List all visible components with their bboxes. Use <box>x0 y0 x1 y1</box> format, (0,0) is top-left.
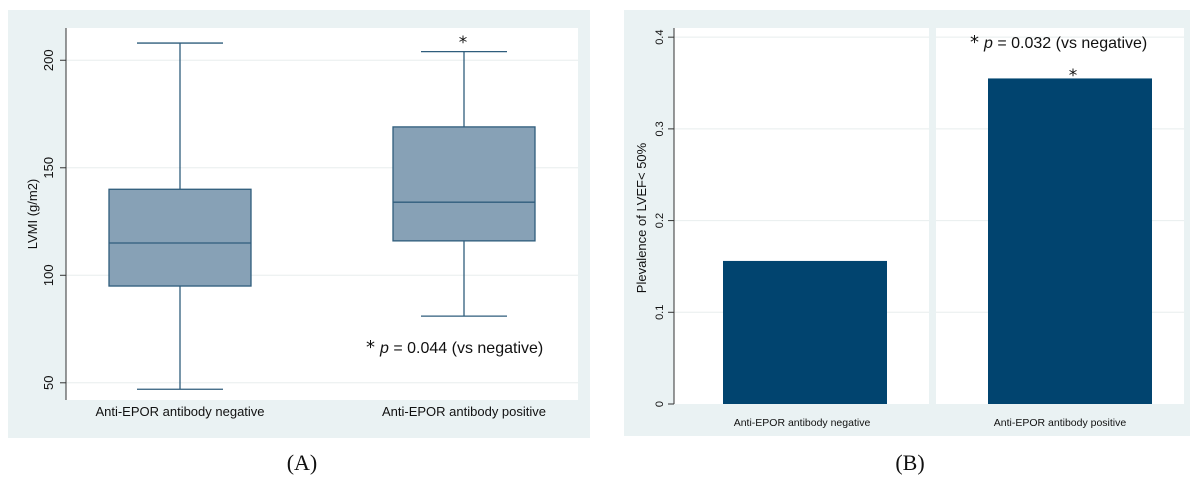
panel-a-category-label-negative: Anti-EPOR antibody negative <box>95 404 264 419</box>
panel-a-tick-label: 100 <box>41 264 56 286</box>
panel-a-significance-star: * <box>459 33 468 53</box>
panel-b-annotation-p: p <box>983 35 993 52</box>
panel-label-b: (B) <box>895 450 924 475</box>
panel-b-significance-star: * <box>1069 66 1078 86</box>
panel-a-y-axis-label: LVMI (g/m2) <box>25 179 40 250</box>
panel-a-p-value-annotation: * p = 0.044 (vs negative) <box>366 337 543 358</box>
panel-b-y-axis-label: Plevalence of LVEF< 50% <box>634 142 649 293</box>
box-positive <box>392 51 536 317</box>
iqr-box <box>392 126 536 242</box>
panel-b-annotation-text: = 0.032 (vs negative) <box>993 35 1147 52</box>
panel-a-boxes <box>108 42 536 390</box>
panel-b-tick-label: 0.2 <box>654 213 666 228</box>
panel-b-category-label-negative: Anti-EPOR antibody negative <box>734 417 871 429</box>
panel-b-y-ticks: 0 0.1 0.2 0.3 0.4 <box>654 30 674 407</box>
panel-a-annotation-text: = 0.044 (vs negative) <box>389 340 543 357</box>
panel-a-annotation-star: * <box>366 337 375 358</box>
panel-a-tick-label: 150 <box>41 157 56 179</box>
panel-a-annotation-p: p <box>379 340 389 357</box>
panel-b-tick-label: 0.3 <box>654 121 666 136</box>
panel-b-bars <box>723 78 1152 404</box>
bar-negative <box>723 260 887 404</box>
panel-b-gridlines <box>674 36 1184 313</box>
panel-a-tick-label: 200 <box>41 49 56 71</box>
panel-b-p-value-annotation: * p = 0.032 (vs negative) <box>970 32 1147 53</box>
panel-b-category-label-positive: Anti-EPOR antibody positive <box>994 417 1127 429</box>
panel-b-tick-label: 0.1 <box>654 305 666 320</box>
panel-a-y-ticks: 50 100 150 200 <box>41 49 66 390</box>
panel-a-tick-label: 50 <box>41 376 56 390</box>
bar-positive <box>988 78 1152 404</box>
panel-b-annotation-star: * <box>970 32 979 53</box>
panel-b-tick-label: 0 <box>654 401 666 407</box>
panel-b-tick-label: 0.4 <box>654 30 666 45</box>
iqr-box <box>108 188 252 287</box>
box-negative <box>108 42 252 390</box>
panel-a-category-label-positive: Anti-EPOR antibody positive <box>382 404 546 419</box>
panel-label-a: (A) <box>287 450 318 475</box>
